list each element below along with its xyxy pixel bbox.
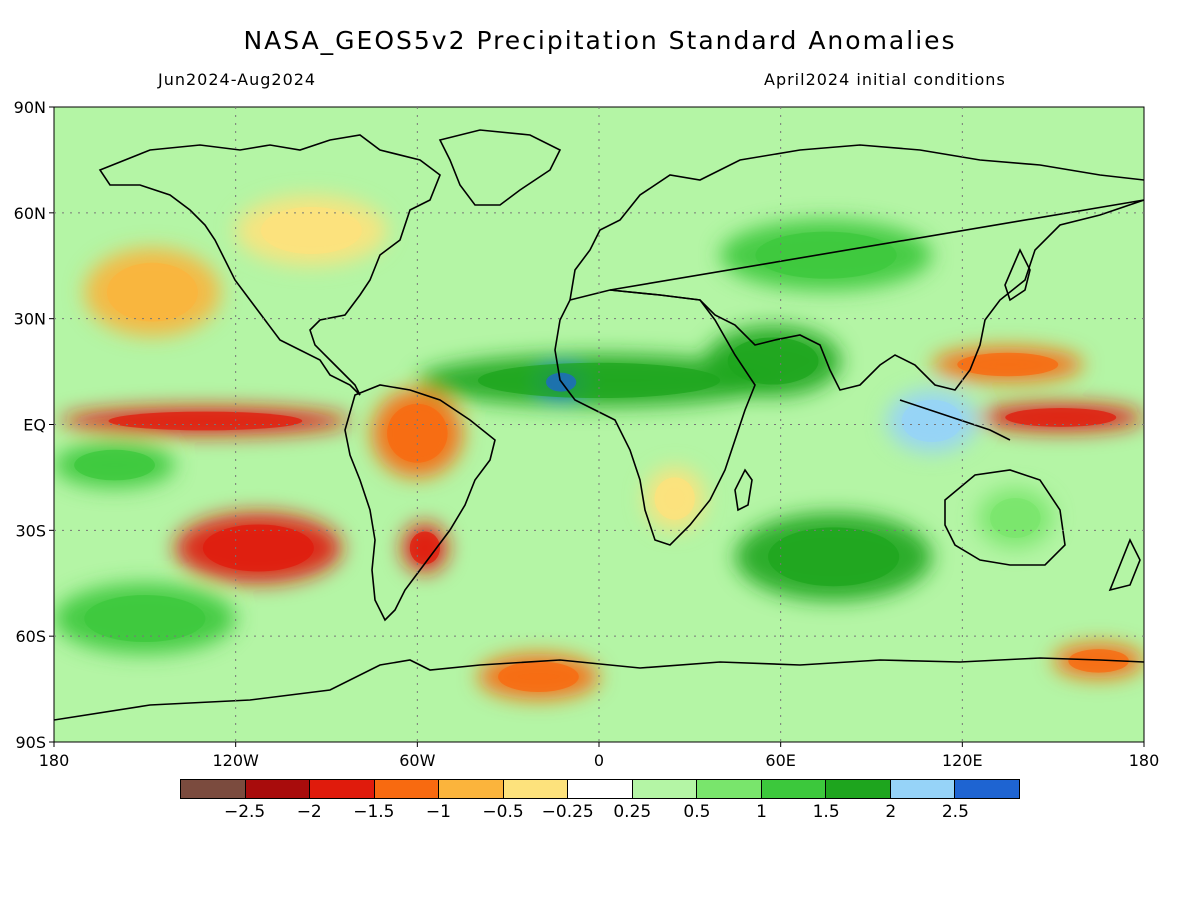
anomaly-core-10	[260, 206, 362, 254]
anomaly-core-18	[74, 449, 155, 481]
coastline-africa	[554, 289, 756, 546]
legend-label: −2	[296, 802, 322, 822]
forecast-period: Jun2024-Aug2024	[158, 70, 317, 89]
legend-label: −1	[425, 802, 451, 822]
legend-label: 1	[756, 802, 767, 822]
legend-swatch-10	[826, 780, 891, 798]
y-tick-label: 90N	[14, 98, 46, 117]
legend-colorbar	[180, 779, 1020, 799]
anomaly-core-15	[755, 231, 897, 279]
legend-swatch-12	[955, 780, 1019, 798]
x-tick-label: 120W	[212, 751, 259, 770]
legend-swatch-7	[632, 780, 698, 798]
gridlines	[54, 107, 1144, 742]
x-tick-label: 60W	[399, 751, 435, 770]
legend-label: −0.5	[482, 802, 524, 822]
coastline-north-america	[98, 134, 441, 396]
legend-swatch-9	[761, 780, 827, 798]
legend-label: −1.5	[353, 802, 395, 822]
legend-label: 0.25	[613, 802, 652, 822]
coastline-australia	[944, 469, 1066, 566]
anomaly-core-14	[901, 399, 963, 443]
legend-label: −2.5	[223, 802, 266, 822]
legend-label: 0.5	[683, 802, 711, 822]
anomaly-core-5	[409, 531, 441, 565]
anomaly-core-6	[654, 477, 695, 520]
coastline-japan	[1004, 248, 1031, 302]
anomaly-core-4	[202, 524, 314, 572]
legend-swatch-11	[890, 780, 956, 798]
anomaly-core-9	[106, 262, 198, 322]
anomaly-core-1	[1005, 408, 1117, 427]
anomaly-core-8	[1068, 649, 1129, 673]
legend-label: 2.5	[941, 802, 969, 822]
legend-swatch-2	[310, 780, 375, 798]
anomaly-core-3	[387, 403, 448, 463]
initial-conditions: April2024 initial conditions	[764, 70, 1006, 89]
coastline-indonesia	[899, 399, 1011, 441]
x-tick-label: 180	[39, 751, 70, 770]
anomaly-core-2	[957, 352, 1059, 377]
x-tick-label: 0	[594, 751, 604, 770]
legend-swatch-0	[181, 780, 246, 798]
legend-label: 2	[885, 802, 897, 822]
y-axis: 90N 60N 30N EQ 30S 60S 90S	[14, 98, 54, 752]
coastline-greenland	[438, 129, 562, 206]
legend-swatch-8	[697, 780, 762, 798]
x-axis: 180 120W 60W 0 60E 120E 180	[39, 742, 1160, 770]
x-tick-label: 120E	[942, 751, 983, 770]
anomaly-core-17	[84, 595, 206, 643]
anomaly-core-16	[768, 527, 900, 587]
coastline-new-zealand	[1108, 538, 1141, 592]
anomaly-core-19	[990, 497, 1041, 538]
x-tick-label: 60E	[765, 751, 795, 770]
y-tick-label: 60S	[15, 627, 46, 646]
legend-label: 1.5	[812, 802, 840, 822]
anomaly-core-0	[108, 411, 303, 431]
map-title: NASA_GEOS5v2 Precipitation Standard Anom…	[243, 26, 957, 55]
legend-label: −0.25	[541, 802, 594, 822]
coastline-madagascar	[734, 468, 753, 512]
coastline-antarctica	[54, 657, 1144, 721]
legend-swatch-1	[245, 780, 311, 798]
anomaly-core-13	[727, 337, 819, 385]
y-tick-label: 30S	[15, 521, 46, 540]
y-tick-label: 90S	[15, 733, 46, 752]
x-tick-label: 180	[1129, 751, 1160, 770]
legend-swatch-4	[439, 780, 504, 798]
legend-swatch-6	[568, 780, 633, 798]
anomaly-core-7	[498, 661, 579, 693]
coastlines	[54, 129, 1144, 721]
legend-swatch-3	[374, 780, 440, 798]
legend-swatch-5	[503, 780, 569, 798]
coastline-eurasia	[569, 144, 1144, 391]
y-tick-label: 60N	[14, 204, 46, 223]
y-tick-label: 30N	[14, 310, 46, 329]
y-tick-label: EQ	[23, 416, 46, 435]
coastline-south-america	[344, 384, 496, 622]
